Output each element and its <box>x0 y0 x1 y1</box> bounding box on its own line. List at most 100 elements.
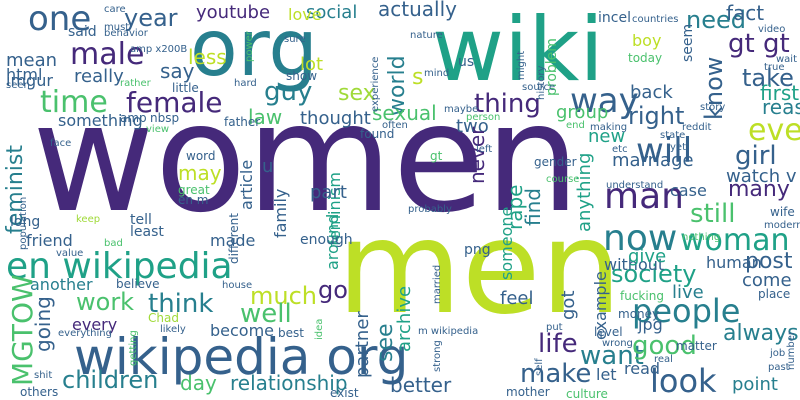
word-found: found <box>360 127 394 141</box>
word-society: society <box>611 260 696 288</box>
word-without: without <box>604 255 664 274</box>
word-source: source <box>522 82 555 93</box>
word-etc: etc <box>612 144 628 155</box>
word-seem: seem <box>680 24 696 62</box>
word-father: father <box>224 115 260 129</box>
word-marriage: marriage <box>612 150 694 171</box>
word-group: group <box>556 102 608 123</box>
word-course: course <box>546 174 579 185</box>
word-always: always <box>723 321 799 346</box>
word-matter: matter <box>676 339 717 353</box>
word-say: say <box>160 59 195 83</box>
word-care: care <box>104 4 126 15</box>
word-social: social <box>306 2 357 23</box>
word-good: good <box>632 331 697 361</box>
word-countries: countries <box>632 14 678 25</box>
word-idea: idea <box>314 319 325 340</box>
word-woman: woman <box>680 223 790 258</box>
word-take: take <box>742 64 794 92</box>
word-life: life <box>538 329 578 359</box>
word-point: point <box>732 374 778 395</box>
word-sexual: sexual <box>372 101 437 125</box>
word-love: love <box>288 5 322 24</box>
word-family: family <box>271 189 290 238</box>
word-probably: probably <box>408 204 452 215</box>
word-modern: modern <box>764 220 800 231</box>
word-see: see <box>373 323 398 362</box>
word-amp: amp <box>120 111 147 125</box>
word-wrong: wrong <box>602 338 633 349</box>
word-s: s <box>412 65 423 90</box>
word-different: different <box>227 213 241 264</box>
word-less: less <box>188 45 227 69</box>
word-wiki: wiki <box>432 0 604 101</box>
word-men: men <box>337 194 622 343</box>
word-experience: experience <box>370 57 381 112</box>
word-anything: anything <box>574 153 595 232</box>
word-gt: gt <box>430 149 443 163</box>
word-might: might <box>516 51 527 80</box>
word-will: will <box>636 131 692 171</box>
word-really: really <box>74 66 124 87</box>
word-first: first <box>760 81 799 105</box>
word-work: work <box>76 288 134 316</box>
word-article: article <box>237 160 256 210</box>
word-sure: sure <box>284 34 306 45</box>
word-actually: actually <box>378 0 457 21</box>
word-long: long <box>10 214 40 230</box>
word-new: new <box>588 126 625 147</box>
word-making: making <box>590 122 627 133</box>
word-think: think <box>148 289 213 319</box>
word-someone: someone <box>497 207 516 280</box>
word-wikipedia-org: wikipedia org <box>74 328 408 386</box>
word-video: video <box>758 24 785 35</box>
word-read: read <box>624 359 660 378</box>
word-jpg: jpg <box>637 315 663 334</box>
word-example: example <box>591 271 610 340</box>
word-story: story <box>700 102 725 113</box>
word-job: job <box>769 348 785 359</box>
word-wife: wife <box>770 205 795 219</box>
word-word: word <box>186 149 216 163</box>
word-part: part <box>310 182 347 203</box>
word-put: put <box>546 322 563 333</box>
word-lot: lot <box>300 54 323 75</box>
word-mind: mind <box>424 68 449 79</box>
word-hard: hard <box>234 78 257 89</box>
word-want: want <box>580 341 644 371</box>
word-something: something <box>58 111 143 130</box>
word-must: must <box>104 22 129 33</box>
word-house: house <box>222 280 252 291</box>
word-come: come <box>742 270 792 291</box>
word-exist: exist <box>330 386 359 400</box>
word-much: much <box>250 282 317 310</box>
word-end: end <box>566 120 585 131</box>
word-enough: enough <box>300 232 353 248</box>
word-become: become <box>210 321 274 340</box>
word-us: us <box>458 54 474 70</box>
word-right: right <box>628 102 684 130</box>
word-amp-x200b: amp x200B <box>130 44 187 55</box>
word-believe: believe <box>116 277 160 291</box>
word-never: never <box>465 126 489 184</box>
word-live: live <box>672 282 704 303</box>
word-day: day <box>180 371 217 395</box>
word-every: every <box>72 315 117 334</box>
word-feminist: feminist <box>3 145 28 234</box>
word-children: children <box>62 366 158 394</box>
word-en-wikipedia: en wikipedia <box>6 246 233 287</box>
word-gender: gender <box>534 155 577 169</box>
word-html: html <box>6 65 42 84</box>
word-feminism: feminism <box>325 172 344 246</box>
word-thing: thing <box>474 89 541 119</box>
word-make: make <box>520 359 591 389</box>
word-need: need <box>686 6 746 34</box>
word-one: one <box>28 0 91 39</box>
word-now: now <box>603 218 677 259</box>
word-mean: mean <box>6 50 57 71</box>
word-others: others <box>20 385 58 399</box>
word-level: level <box>594 325 623 339</box>
word-mgtow: MGTOW <box>6 274 39 386</box>
